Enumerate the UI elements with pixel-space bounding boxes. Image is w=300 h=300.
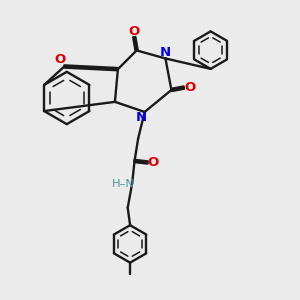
Text: O: O [54, 53, 65, 66]
Text: O: O [184, 81, 195, 94]
Text: H–N: H–N [112, 179, 135, 189]
Text: N: N [160, 46, 171, 59]
Text: O: O [129, 25, 140, 38]
Text: O: O [148, 156, 159, 169]
Text: N: N [136, 111, 147, 124]
